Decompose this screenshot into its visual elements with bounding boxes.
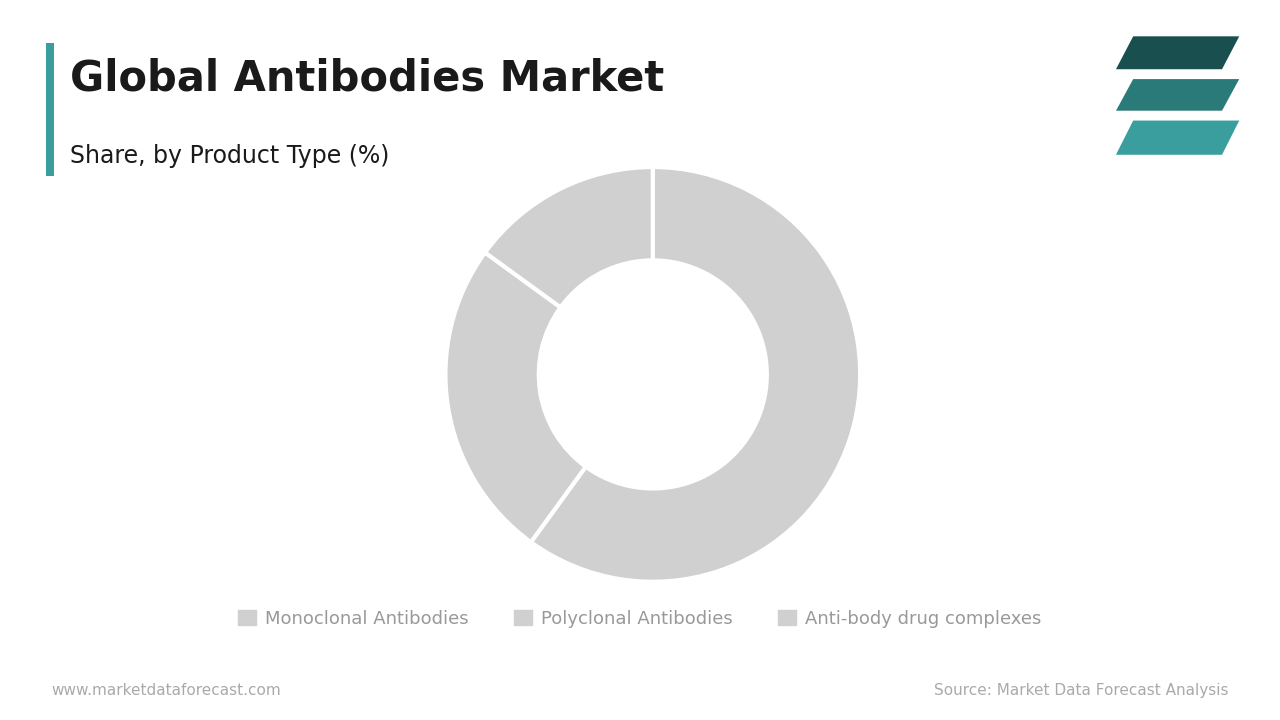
Polygon shape: [1114, 120, 1242, 156]
Wedge shape: [485, 167, 653, 307]
Wedge shape: [531, 167, 860, 582]
Text: Global Antibodies Market: Global Antibodies Market: [70, 58, 664, 99]
Wedge shape: [445, 253, 586, 542]
Text: www.marketdataforecast.com: www.marketdataforecast.com: [51, 683, 280, 698]
Text: Share, by Product Type (%): Share, by Product Type (%): [70, 144, 390, 168]
Polygon shape: [1114, 35, 1242, 71]
Legend: Monoclonal Antibodies, Polyclonal Antibodies, Anti-body drug complexes: Monoclonal Antibodies, Polyclonal Antibo…: [238, 610, 1042, 628]
Polygon shape: [1114, 78, 1242, 112]
Text: Source: Market Data Forecast Analysis: Source: Market Data Forecast Analysis: [934, 683, 1229, 698]
